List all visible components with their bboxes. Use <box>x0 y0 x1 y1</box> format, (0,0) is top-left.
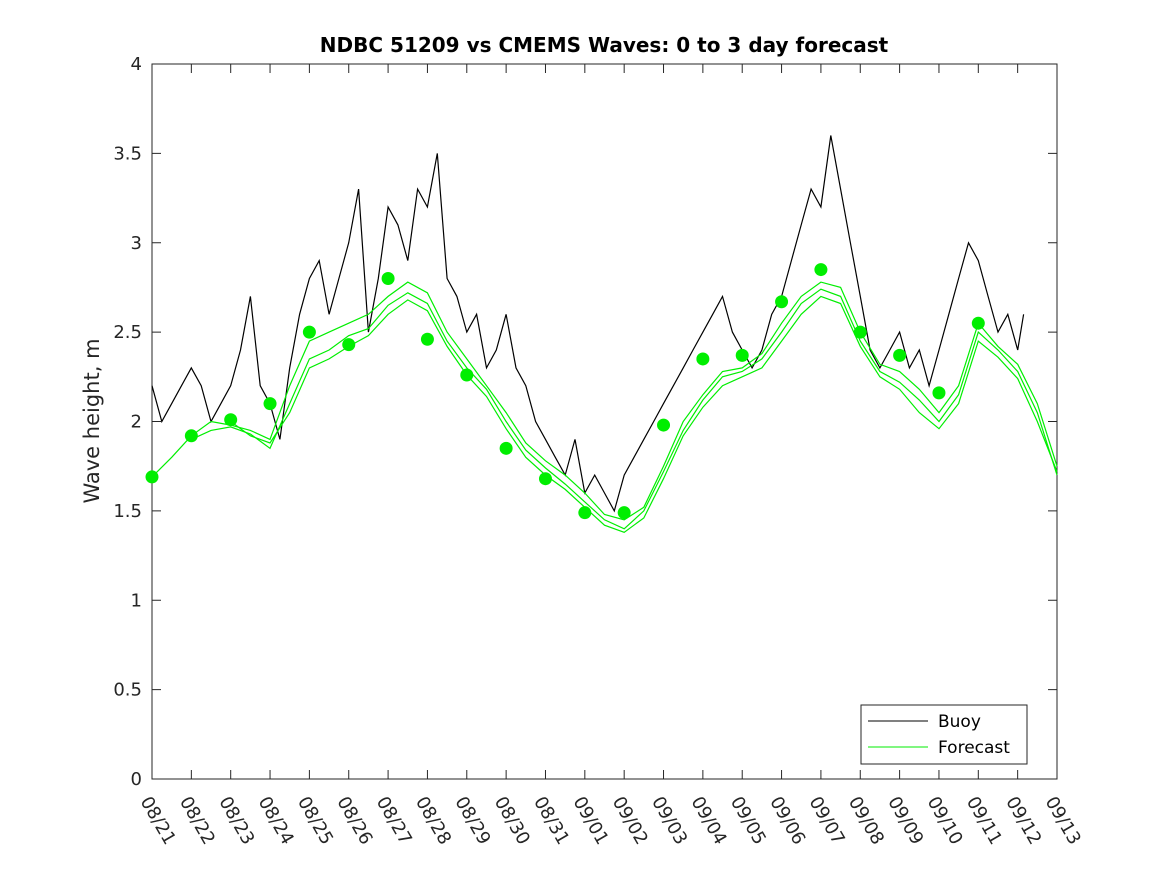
forecast-marker <box>775 295 789 309</box>
forecast-marker <box>224 413 238 427</box>
y-tick-label: 3.5 <box>113 143 142 164</box>
marker-layer <box>145 263 985 520</box>
forecast-marker <box>302 325 316 339</box>
forecast-marker <box>853 325 867 339</box>
forecast-marker <box>342 338 356 352</box>
y-tick-label: 4 <box>131 54 142 75</box>
y-tick-label: 2 <box>131 412 142 433</box>
forecast-marker <box>381 272 395 285</box>
forecast-marker <box>578 506 592 520</box>
forecast-marker <box>971 316 985 330</box>
forecast-marker <box>932 386 946 400</box>
y-tick-label: 0.5 <box>113 680 142 701</box>
legend-label-buoy: Buoy <box>938 712 981 732</box>
forecast-marker <box>735 348 749 362</box>
forecast-marker <box>499 441 513 455</box>
legend-label-forecast: Forecast <box>938 738 1010 758</box>
forecast-marker <box>893 348 907 362</box>
y-tick-label: 3 <box>131 233 142 254</box>
forecast-marker <box>696 352 710 366</box>
chart-title: NDBC 51209 vs CMEMS Waves: 0 to 3 day fo… <box>320 33 889 57</box>
forecast-marker <box>145 470 159 484</box>
y-tick-label: 0 <box>131 769 142 790</box>
legend-box <box>860 704 1028 765</box>
series-line-forecast-1 <box>151 281 1058 521</box>
forecast-marker <box>538 472 552 486</box>
forecast-marker <box>657 418 671 432</box>
forecast-marker <box>420 332 434 346</box>
y-axis-label: Wave height, m <box>80 338 104 503</box>
series-line-forecast-3 <box>230 295 1058 533</box>
forecast-marker <box>460 368 474 382</box>
y-tick-label: 1 <box>131 590 142 611</box>
forecast-marker <box>184 429 198 443</box>
y-tick-label: 1.5 <box>113 501 142 522</box>
forecast-marker <box>617 506 631 520</box>
forecast-marker <box>814 263 828 277</box>
y-tick-label: 2.5 <box>113 322 142 343</box>
plot-area <box>151 63 1058 780</box>
series-line-forecast-2 <box>191 288 1058 530</box>
legend: Buoy Forecast <box>860 704 1028 765</box>
forecast-marker <box>263 397 277 411</box>
y-axis: 0 0.5 1 1.5 2 2.5 3 3.5 4 <box>113 54 1057 790</box>
series-layer <box>151 135 1058 533</box>
